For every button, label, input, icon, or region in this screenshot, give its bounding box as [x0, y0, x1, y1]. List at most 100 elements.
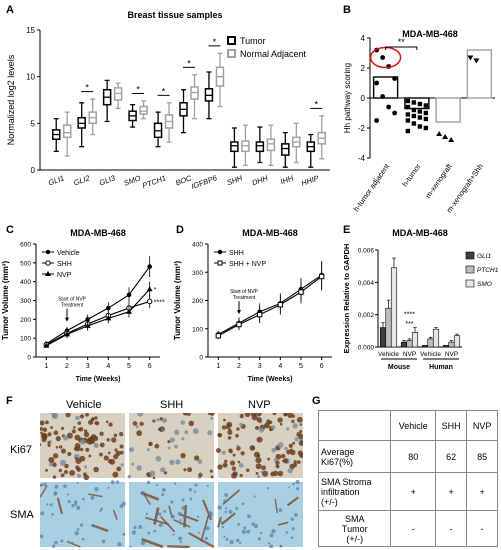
data-point — [85, 317, 90, 322]
stained-nucleus — [109, 458, 116, 465]
y-tick-label: 300 — [20, 298, 31, 305]
nucleus — [206, 485, 209, 488]
nucleus — [117, 542, 122, 547]
table-cell: 80 — [390, 440, 436, 473]
nucleus — [293, 512, 298, 517]
series-line — [46, 288, 151, 347]
nucleus — [223, 535, 226, 538]
stained-nucleus — [135, 425, 139, 429]
stained-nucleus — [180, 452, 186, 459]
data-point — [411, 113, 417, 119]
stained-nucleus — [232, 471, 238, 477]
box — [281, 143, 290, 156]
x-tick-label: Vehicle — [378, 351, 399, 358]
stained-nucleus — [296, 416, 303, 423]
x-tick-label: 2 — [65, 363, 69, 370]
row-label-line: Average — [321, 446, 355, 457]
nucleus — [101, 539, 106, 544]
stained-nucleus — [224, 459, 228, 463]
stained-nucleus — [181, 437, 185, 441]
significance-label: * — [187, 58, 191, 68]
nucleus — [229, 540, 234, 545]
nucleus — [94, 486, 99, 492]
stained-nucleus — [162, 418, 168, 423]
stromal-fiber — [200, 515, 210, 542]
y-axis-label: Tumor Volume (mm³) — [173, 261, 182, 341]
data-point — [405, 112, 411, 117]
stained-nucleus — [225, 425, 230, 430]
stained-nucleus — [113, 433, 118, 438]
nucleus — [172, 533, 175, 536]
stained-nucleus — [52, 453, 59, 459]
nucleus — [80, 523, 84, 527]
nucleus — [237, 522, 241, 526]
bar — [379, 327, 387, 348]
x-tick-label: 5 — [127, 363, 131, 370]
x-tick-label: 6 — [320, 363, 324, 370]
nucleus — [60, 539, 64, 543]
stained-nucleus — [222, 462, 228, 468]
nucleus — [171, 514, 175, 519]
panel-letter-f: F — [6, 395, 13, 407]
stromal-fiber — [277, 521, 289, 526]
stained-nucleus — [270, 471, 276, 477]
stained-nucleus — [210, 475, 214, 479]
nucleus — [296, 487, 300, 491]
stained-nucleus — [139, 421, 144, 427]
legend-marker — [45, 249, 51, 255]
stained-nucleus — [293, 460, 298, 464]
panel-letter-e: E — [343, 224, 351, 236]
y-tick-label: 0 — [199, 355, 203, 362]
stained-nucleus — [112, 471, 119, 478]
annotation-text: Start of NVP — [58, 297, 86, 303]
stained-nucleus — [58, 468, 63, 473]
stained-nucleus — [235, 433, 239, 438]
significance-label: **** — [154, 299, 165, 306]
stained-nucleus — [77, 421, 82, 426]
nucleus — [82, 497, 85, 501]
table-cell: - — [434, 510, 468, 547]
box — [230, 141, 239, 153]
nucleus — [220, 520, 224, 524]
series-line — [218, 274, 322, 335]
stained-nucleus — [55, 445, 59, 449]
stained-nucleus — [113, 454, 119, 460]
stained-nucleus — [288, 443, 293, 448]
stained-nucleus — [174, 429, 180, 435]
nucleus — [197, 531, 201, 534]
bar — [442, 345, 450, 348]
stained-nucleus — [287, 413, 294, 419]
x-axis-label: Time (Weeks) — [248, 376, 293, 383]
stained-nucleus — [55, 435, 61, 442]
micrograph-tile — [218, 482, 303, 547]
stained-nucleus — [88, 454, 92, 458]
nucleus — [71, 541, 74, 544]
stained-nucleus — [299, 452, 303, 458]
stained-nucleus — [99, 442, 105, 448]
row-label-line: SMA — [344, 513, 365, 524]
stained-nucleus — [149, 470, 156, 477]
table-header-empty — [317, 410, 392, 441]
stained-nucleus — [240, 451, 245, 456]
stained-nucleus — [69, 469, 76, 476]
bar — [404, 97, 430, 110]
nucleus — [251, 522, 255, 526]
stained-nucleus — [73, 426, 76, 429]
stained-nucleus — [255, 463, 262, 470]
stromal-fiber — [153, 507, 160, 525]
stained-nucleus — [238, 463, 244, 468]
nucleus — [225, 537, 229, 541]
stained-nucleus — [277, 442, 284, 448]
y-tick-label: 0 — [361, 94, 366, 103]
stained-nucleus — [256, 413, 262, 417]
nucleus — [241, 529, 246, 534]
legend-label: GLI1 — [477, 253, 491, 260]
nucleus — [236, 538, 240, 543]
legend-label: NVP — [57, 272, 72, 279]
legend-marker — [217, 260, 223, 266]
stained-nucleus — [180, 420, 186, 425]
stained-nucleus — [99, 431, 104, 436]
nucleus — [52, 544, 56, 548]
stained-nucleus — [105, 420, 109, 424]
stained-nucleus — [188, 420, 195, 427]
